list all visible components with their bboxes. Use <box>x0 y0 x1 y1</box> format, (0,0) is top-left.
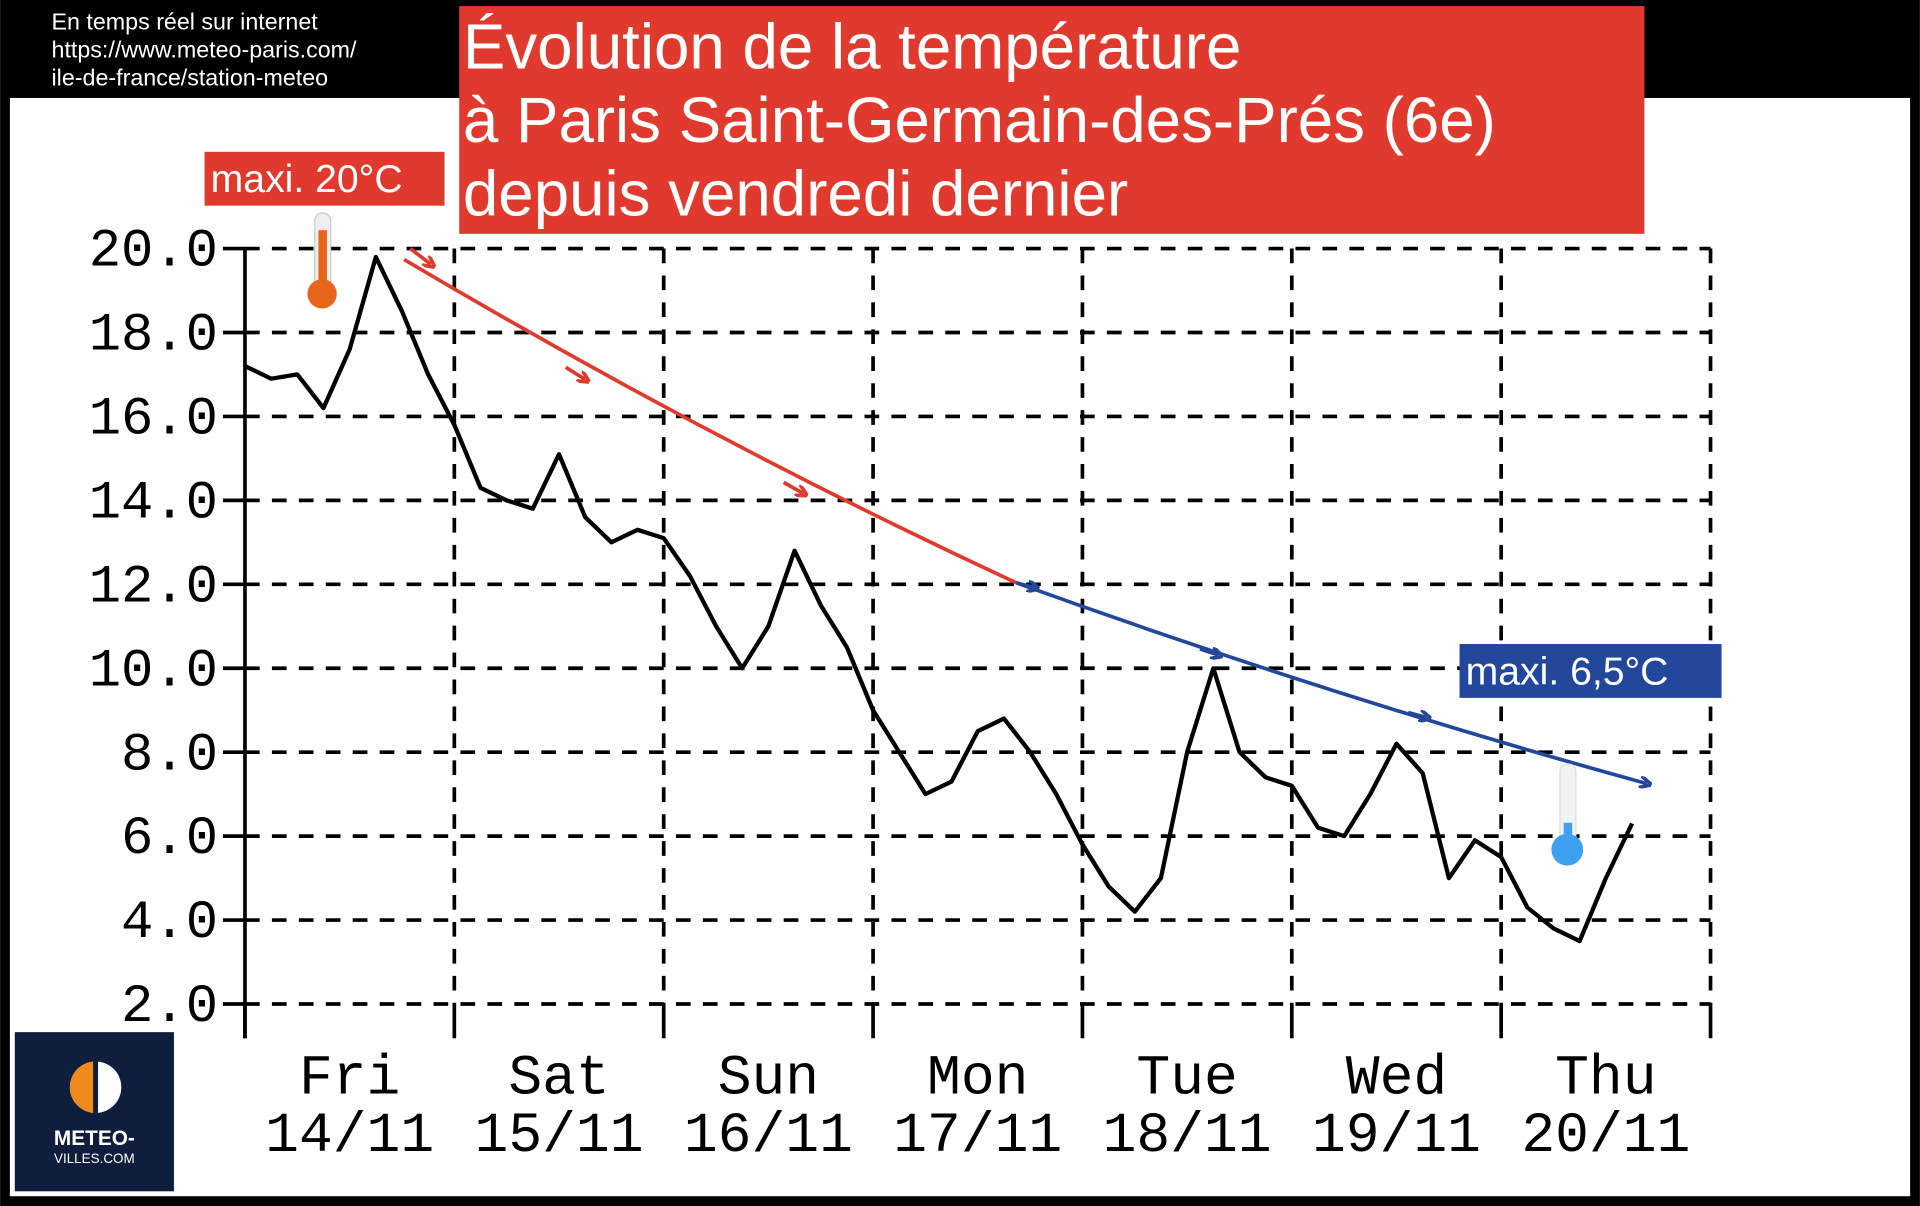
x-tick-label: Mon <box>927 1046 1028 1110</box>
logo-text: VILLES.COM <box>54 1151 135 1166</box>
y-tick-label: 6.0 <box>121 809 218 870</box>
header: En temps réel sur internet https://www.m… <box>52 8 357 90</box>
plot: 2.04.06.08.010.012.014.016.018.020.0Fri1… <box>89 222 1713 1168</box>
x-tick-label: Wed <box>1346 1046 1447 1110</box>
title-line: à Paris Saint-Germain-des-Prés (6e) <box>463 85 1496 156</box>
thermometer-cold <box>1551 763 1584 866</box>
x-tick-label: 17/11 <box>893 1104 1062 1168</box>
y-tick-label: 10.0 <box>89 641 218 702</box>
y-tick-label: 14.0 <box>89 473 218 534</box>
x-tick-label: 15/11 <box>475 1104 644 1168</box>
trend-arrowhead <box>782 480 804 493</box>
trend-arrowhead <box>409 247 431 265</box>
annotation: maxi. 20°C <box>211 158 403 201</box>
y-tick-label: 2.0 <box>121 977 218 1038</box>
logo-text: METEO- <box>54 1127 135 1150</box>
x-tick-label: 14/11 <box>265 1104 434 1168</box>
x-tick-label: Sun <box>718 1046 819 1110</box>
trend-arrow <box>1015 581 1647 784</box>
trend-arrowhead <box>1407 713 1426 718</box>
annotation-box <box>204 151 445 206</box>
y-tick-label: 4.0 <box>121 893 218 954</box>
header-line: ile-de-france/station-meteo <box>52 65 329 91</box>
trend-arrowhead <box>1199 649 1218 655</box>
trend-arrow <box>403 257 1018 585</box>
x-tick-label: Tue <box>1136 1046 1237 1110</box>
title-line: depuis vendredi dernier <box>463 158 1128 229</box>
header-line: En temps réel sur internet <box>52 8 319 34</box>
y-tick-label: 20.0 <box>89 222 218 283</box>
y-tick-label: 18.0 <box>89 306 218 367</box>
x-tick-label: Sat <box>508 1046 609 1110</box>
trend-arrowhead <box>1015 583 1034 588</box>
title-line: Évolution de la température <box>463 12 1241 83</box>
temperature-line <box>244 254 1634 944</box>
thermometer-hot <box>307 212 337 309</box>
trend-arrowhead <box>564 365 586 379</box>
logo: METEO- VILLES.COM <box>14 1032 174 1192</box>
x-tick-label: Thu <box>1555 1046 1656 1110</box>
y-tick-label: 8.0 <box>121 725 218 786</box>
annotation: maxi. 6,5°C <box>1466 650 1669 693</box>
y-tick-label: 12.0 <box>89 557 218 618</box>
x-tick-label: 20/11 <box>1521 1104 1690 1168</box>
y-tick-label: 16.0 <box>89 390 218 451</box>
title: Évolution de la température à Paris Sain… <box>463 12 1496 230</box>
x-tick-label: Fri <box>299 1046 400 1110</box>
title-box <box>459 6 1645 234</box>
x-tick-label: 18/11 <box>1103 1104 1272 1168</box>
annotation-box <box>1459 644 1722 698</box>
x-tick-label: 19/11 <box>1312 1104 1481 1168</box>
header-line: https://www.meteo-paris.com/ <box>52 37 357 63</box>
x-tick-label: 16/11 <box>684 1104 853 1168</box>
